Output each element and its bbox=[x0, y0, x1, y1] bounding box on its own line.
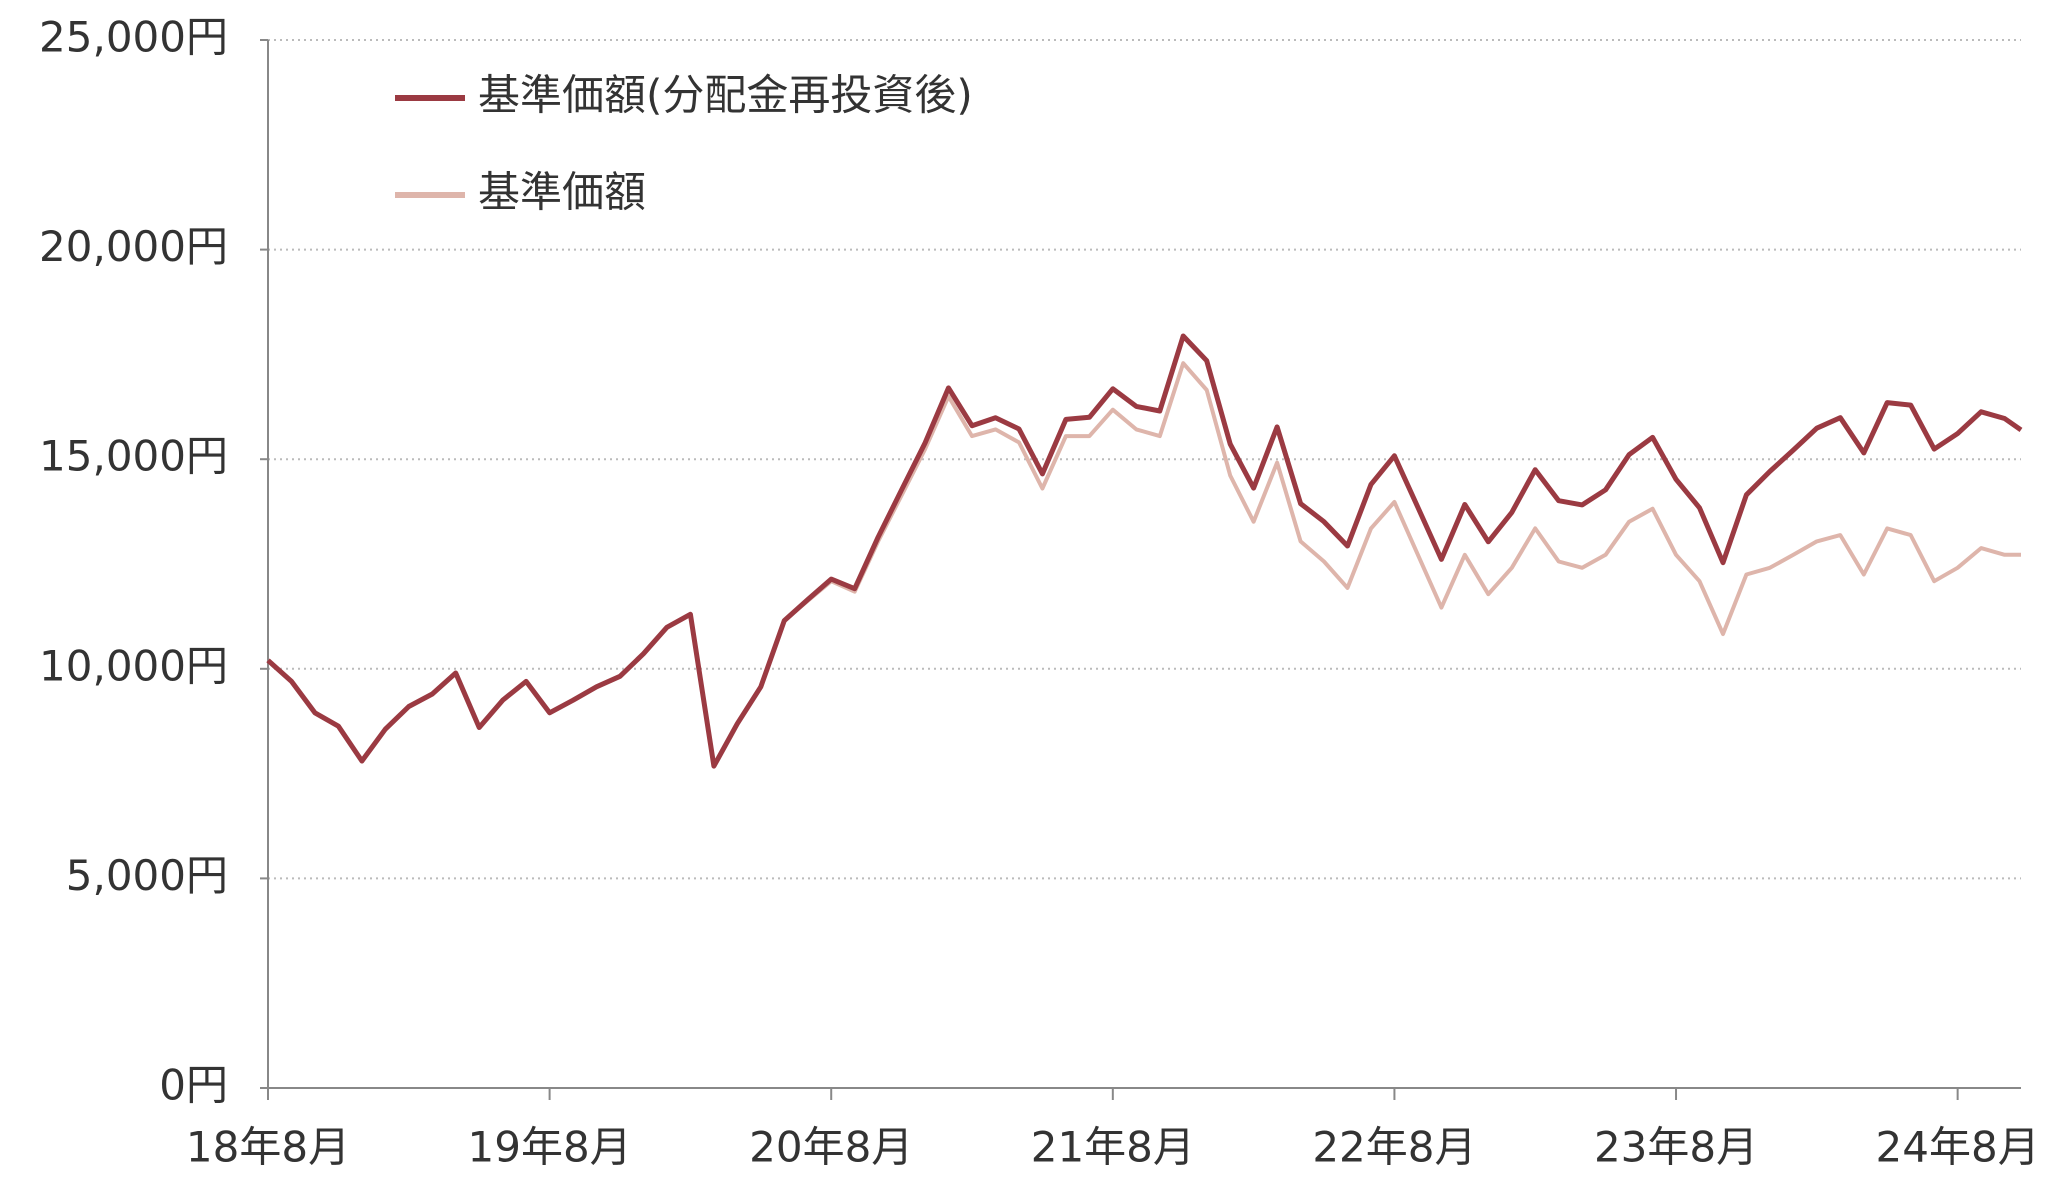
x-tick-label: 22年8月 bbox=[1312, 1123, 1476, 1172]
x-tick-label: 24年8月 bbox=[1876, 1123, 2040, 1172]
y-tick-label: 5,000円 bbox=[66, 851, 228, 900]
series-line bbox=[266, 333, 2023, 769]
legend-label: 基準価額 bbox=[478, 168, 646, 217]
y-tick-label: 20,000円 bbox=[39, 222, 228, 271]
y-tick-label: 0円 bbox=[159, 1061, 228, 1110]
series-line bbox=[266, 361, 2021, 769]
y-tick-label: 10,000円 bbox=[39, 641, 228, 690]
x-tick-label: 18年8月 bbox=[186, 1123, 350, 1172]
y-tick-label: 25,000円 bbox=[39, 13, 228, 62]
x-tick-label: 21年8月 bbox=[1031, 1123, 1195, 1172]
x-tick-label: 19年8月 bbox=[468, 1123, 632, 1172]
y-tick-label: 15,000円 bbox=[39, 432, 228, 481]
legend-label: 基準価額(分配金再投資後) bbox=[478, 71, 973, 120]
x-tick-label: 20年8月 bbox=[749, 1123, 913, 1172]
x-tick-label: 23年8月 bbox=[1594, 1123, 1758, 1172]
